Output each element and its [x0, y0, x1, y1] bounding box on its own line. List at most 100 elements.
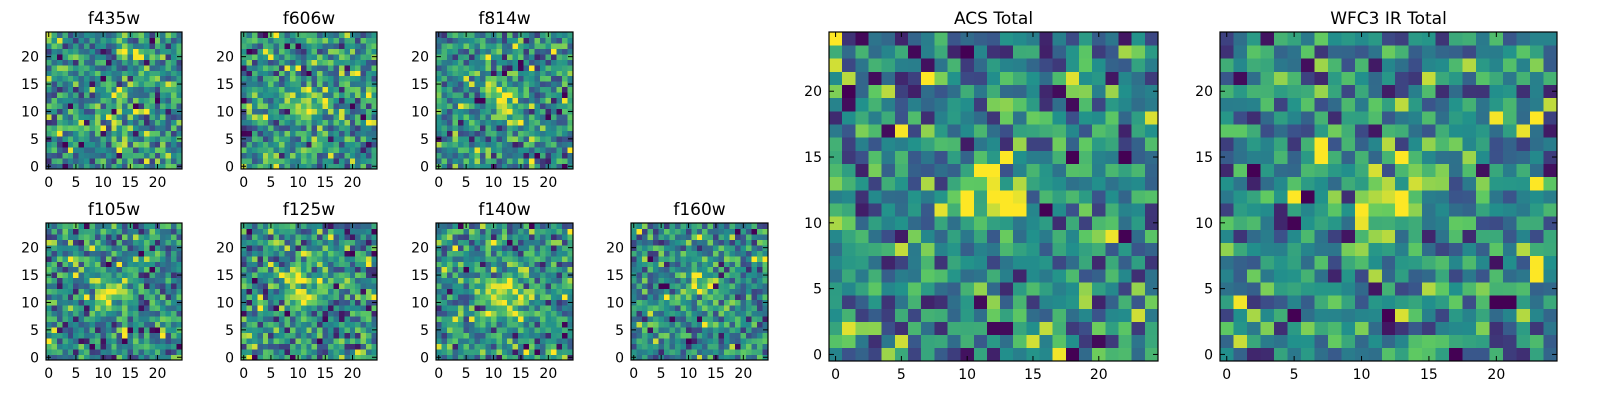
heatmap-cell: [144, 344, 150, 350]
heatmap-cell: [57, 250, 63, 256]
y-tick-label: 10: [216, 295, 234, 311]
heatmap-cell: [355, 289, 361, 295]
heatmap-cell: [366, 92, 372, 98]
heatmap-cell: [546, 48, 552, 54]
heatmap-cell: [160, 32, 166, 38]
heatmap-cell: [128, 65, 134, 71]
heatmap-cell: [268, 103, 274, 109]
heatmap-cell: [974, 243, 988, 257]
heatmap-cell: [128, 327, 134, 333]
heatmap-cell: [669, 278, 675, 284]
heatmap-cell: [257, 349, 263, 355]
heatmap-cell: [79, 114, 85, 120]
heatmap-cell: [686, 311, 692, 317]
heatmap-cell: [987, 190, 1001, 204]
heatmap-cell: [529, 344, 535, 350]
heatmap-cell: [79, 125, 85, 131]
heatmap-cell: [653, 333, 659, 339]
heatmap-cell: [57, 65, 63, 71]
heatmap-cell: [252, 109, 258, 115]
heatmap-cell: [323, 278, 329, 284]
heatmap-cell: [328, 48, 334, 54]
heatmap-cell: [691, 289, 697, 295]
heatmap-cell: [934, 348, 948, 362]
heatmap-cell: [361, 256, 367, 262]
heatmap-cell: [128, 125, 134, 131]
heatmap-cell: [974, 177, 988, 191]
heatmap-cell: [524, 98, 530, 104]
heatmap-cell: [312, 289, 318, 295]
heatmap-cell: [144, 289, 150, 295]
heatmap-cell: [686, 267, 692, 273]
heatmap-cell: [160, 311, 166, 317]
heatmap-cell: [279, 125, 285, 131]
heatmap-cell: [686, 327, 692, 333]
heatmap-cell: [708, 338, 714, 344]
heatmap-cell: [546, 114, 552, 120]
heatmap-cell: [160, 223, 166, 229]
heatmap-cell: [653, 272, 659, 278]
heatmap-cell: [1145, 164, 1159, 178]
heatmap-cell: [691, 239, 697, 245]
heatmap-cell: [166, 81, 172, 87]
heatmap-cell: [1026, 282, 1040, 296]
heatmap-cell: [51, 153, 57, 159]
heatmap-cell: [524, 245, 530, 251]
heatmap-cell: [366, 54, 372, 60]
heatmap-cell: [84, 76, 90, 82]
heatmap-cell: [138, 147, 144, 153]
heatmap-cell: [268, 59, 274, 65]
heatmap-cell: [702, 256, 708, 262]
heatmap-cell: [111, 142, 117, 148]
heatmap-cell: [100, 59, 106, 65]
heatmap-cell: [106, 228, 112, 234]
heatmap-cell: [171, 81, 177, 87]
heatmap-cell: [1000, 282, 1014, 296]
heatmap-cell: [974, 269, 988, 283]
heatmap-cell: [947, 164, 961, 178]
heatmap-cell: [133, 142, 139, 148]
heatmap-cell: [62, 120, 68, 126]
heatmap-cell: [702, 333, 708, 339]
heatmap-cell: [95, 43, 101, 49]
heatmap-cell: [100, 147, 106, 153]
heatmap-cell: [1040, 348, 1054, 362]
heatmap-cell: [160, 316, 166, 322]
heatmap-cell: [344, 70, 350, 76]
heatmap-cell: [117, 43, 123, 49]
heatmap-cell: [344, 267, 350, 273]
heatmap-cell: [138, 322, 144, 328]
heatmap-cell: [452, 37, 458, 43]
heatmap-cell: [252, 114, 258, 120]
heatmap-cell: [452, 250, 458, 256]
heatmap-cell: [155, 283, 161, 289]
heatmap-cell: [496, 65, 502, 71]
heatmap-cell: [290, 70, 296, 76]
heatmap-cell: [436, 311, 442, 317]
heatmap-cell: [757, 267, 763, 273]
heatmap-cell: [669, 338, 675, 344]
heatmap-cell: [551, 98, 557, 104]
heatmap-cell: [680, 294, 686, 300]
heatmap-cell: [79, 245, 85, 251]
heatmap-cell: [95, 158, 101, 164]
heatmap-cell: [557, 289, 563, 295]
heatmap-cell: [535, 43, 541, 49]
heatmap-cell: [317, 87, 323, 93]
heatmap-cell: [350, 250, 356, 256]
heatmap-cell: [491, 109, 497, 115]
heatmap-cell: [551, 223, 557, 229]
heatmap-cell: [746, 267, 752, 273]
heatmap-cell: [557, 300, 563, 306]
heatmap-cell: [57, 70, 63, 76]
heatmap-cell: [274, 87, 280, 93]
heatmap-cell: [73, 278, 79, 284]
heatmap-cell: [441, 256, 447, 262]
heatmap-cell: [535, 76, 541, 82]
heatmap-cell: [290, 131, 296, 137]
heatmap-cell: [252, 32, 258, 38]
heatmap-cell: [741, 294, 747, 300]
heatmap-cell: [73, 272, 79, 278]
heatmap-cell: [51, 114, 57, 120]
heatmap-cell: [908, 308, 922, 322]
